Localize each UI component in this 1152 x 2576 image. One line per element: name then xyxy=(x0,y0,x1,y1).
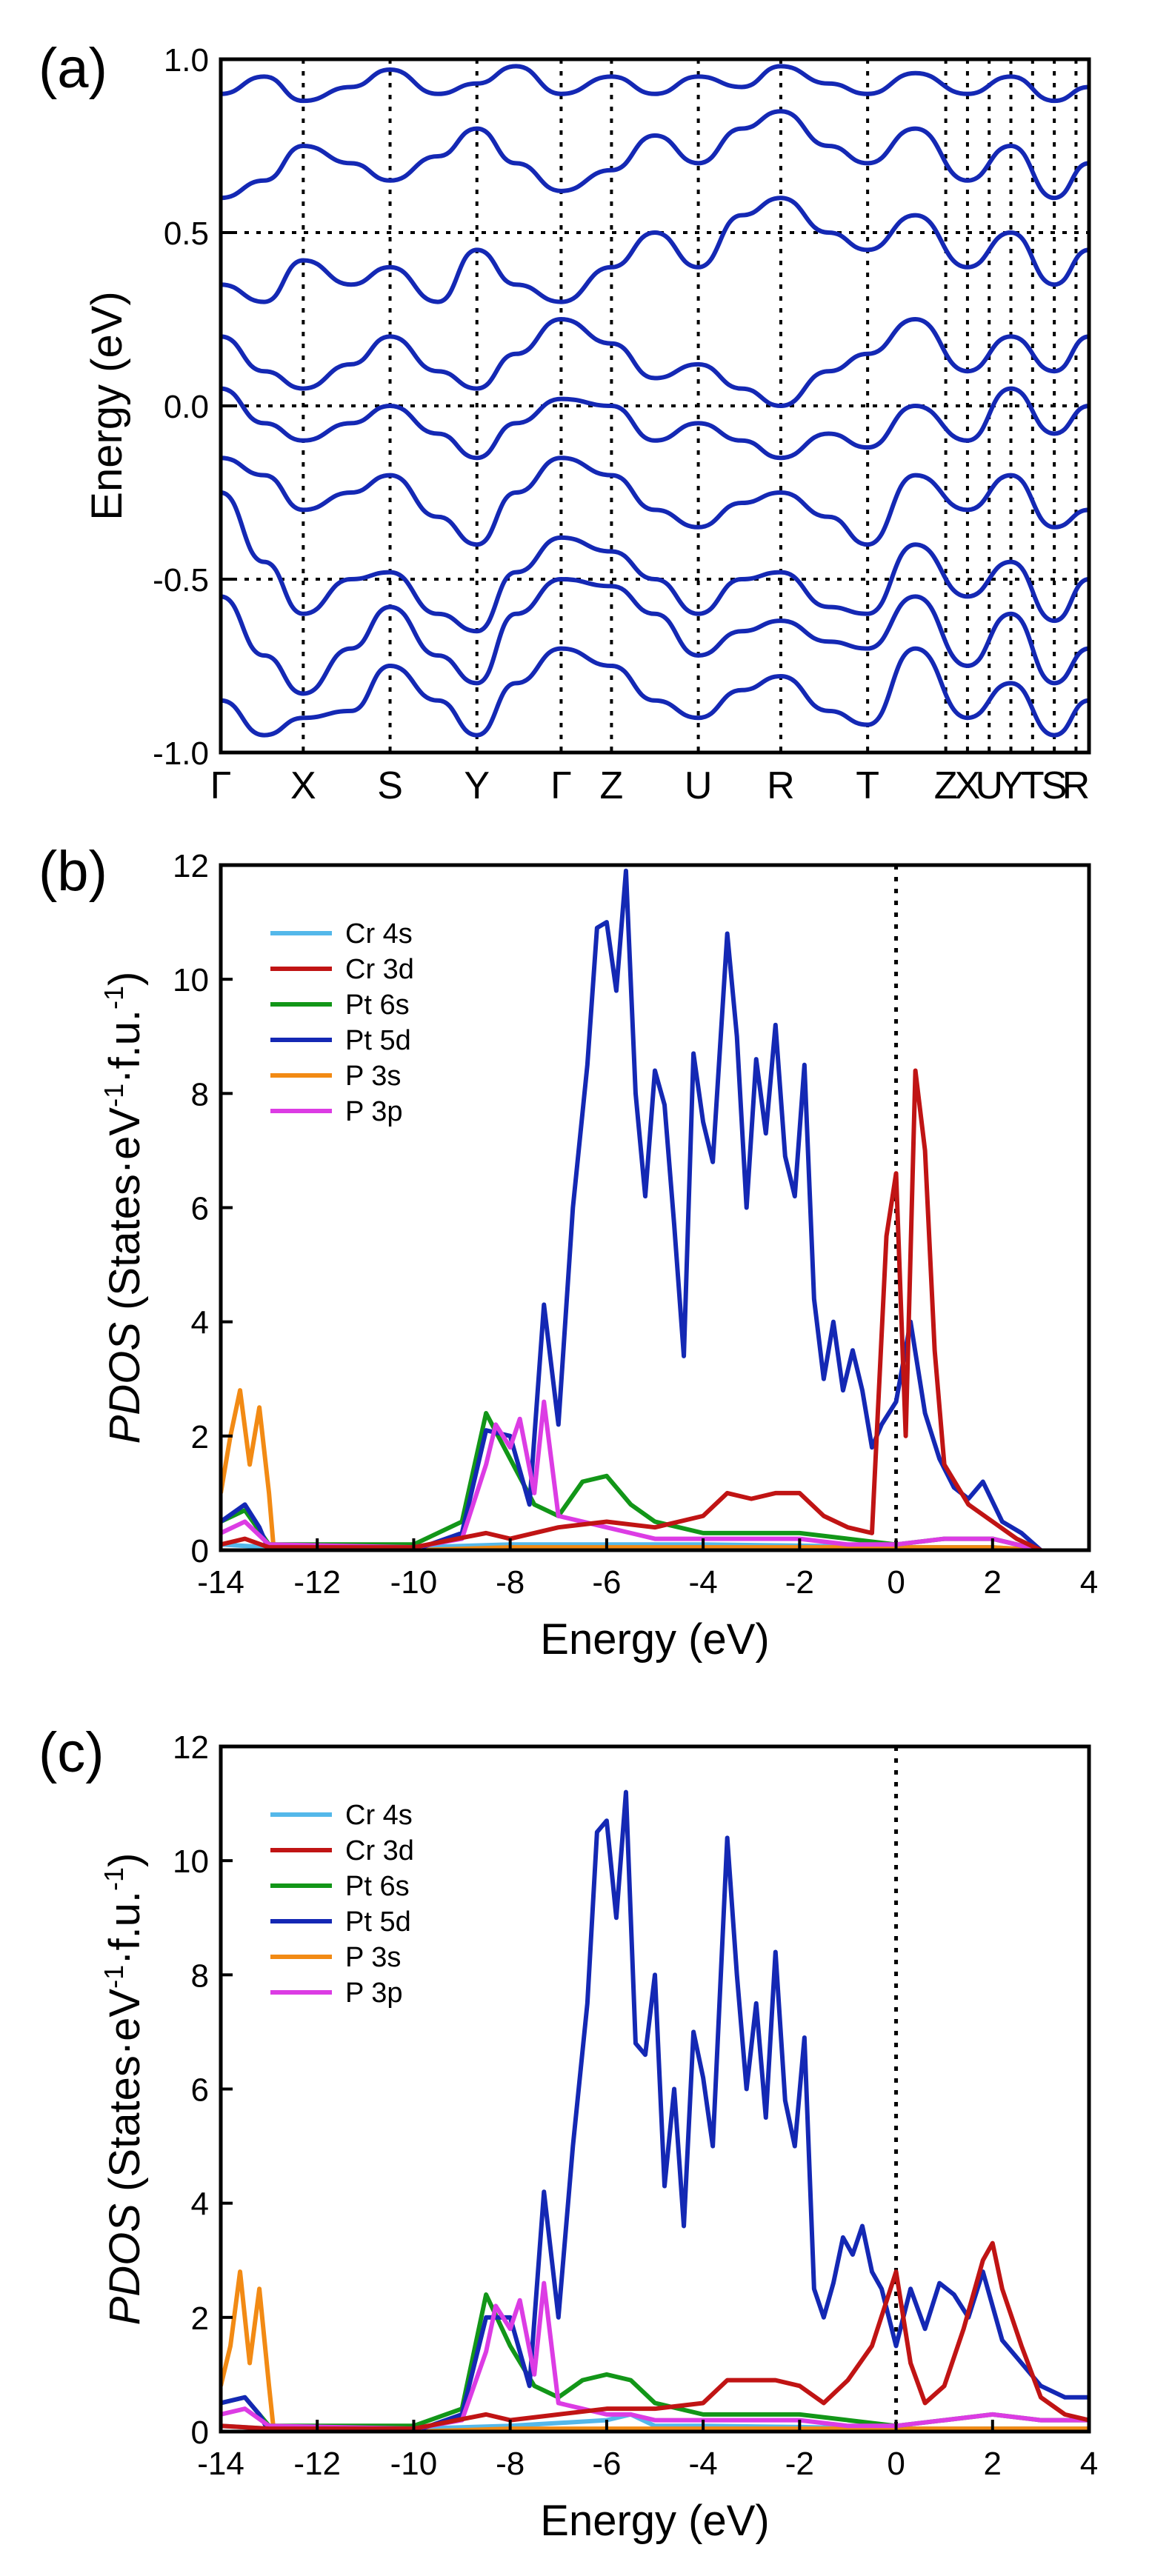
y-tick-label: 4 xyxy=(191,2186,209,2223)
x-tick-label: 2 xyxy=(984,1564,1002,1601)
legend-label: P 3p xyxy=(345,1096,402,1127)
legend-label: Cr 4s xyxy=(345,918,413,950)
y-tick-label: 2 xyxy=(191,2300,209,2337)
x-tick-label: 4 xyxy=(1080,1564,1098,1601)
panel-label-c: (c) xyxy=(39,1721,104,1784)
x-tick-label: -6 xyxy=(592,2446,621,2482)
legend-label: Cr 3d xyxy=(345,954,414,985)
legend-label: Pt 6s xyxy=(345,990,410,1021)
x-tick-label: -2 xyxy=(785,1564,814,1601)
band-line xyxy=(221,646,1089,738)
band-line xyxy=(221,386,1089,461)
y-tick-label: -1.0 xyxy=(153,735,209,772)
kpoint-label: R xyxy=(1062,764,1091,807)
band-line xyxy=(221,64,1089,104)
y-tick-label: 0 xyxy=(191,2415,209,2451)
x-tick-label: 0 xyxy=(887,2446,905,2482)
series-line-p-3s xyxy=(221,2269,1089,2432)
x-tick-label: -10 xyxy=(390,2446,438,2482)
series-line-pt-5d xyxy=(221,868,1042,1550)
y-tick-label: 1.0 xyxy=(164,42,209,79)
series-line-cr-3d xyxy=(221,1068,1042,1550)
x-tick-label: 4 xyxy=(1080,2446,1098,2482)
kpoint-label: T xyxy=(1021,764,1045,807)
kpoint-label: X xyxy=(955,764,981,807)
legend-label: Cr 4s xyxy=(345,1800,413,1831)
legend-label: Pt 6s xyxy=(345,1871,410,1902)
x-tick-label: -12 xyxy=(293,1564,341,1601)
series-line-pt-6s xyxy=(221,2292,1089,2429)
kpoint-label: X xyxy=(290,764,316,807)
pdos-chart-c: (c) -14 -12 -10 -8 -6 -4 -2 0 2 4 0 2 4 6 8 10 12 Energy (… xyxy=(39,1721,1098,2545)
kpoint-label: Γ xyxy=(550,764,572,807)
legend-label: Pt 5d xyxy=(345,1906,411,1938)
y-tick-label: 0.0 xyxy=(164,389,209,425)
band-line xyxy=(221,576,1089,696)
band-line xyxy=(221,490,1089,634)
band-line xyxy=(221,109,1089,201)
kpoint-label: Y xyxy=(464,764,490,807)
kpoint-label: R xyxy=(767,764,795,807)
legend-label: Pt 5d xyxy=(345,1025,411,1056)
band-line xyxy=(221,196,1089,304)
kpoint-label: Z xyxy=(934,764,958,807)
y-tick-label: -0.5 xyxy=(153,562,209,598)
y-tick-label: 0.5 xyxy=(164,216,209,252)
y-tick-label: 12 xyxy=(173,1729,209,1766)
x-tick-label: -8 xyxy=(496,2446,525,2482)
series-line-pt-6s xyxy=(221,1411,1042,1550)
panel-label-b: (b) xyxy=(39,840,107,903)
kpoint-label: Γ xyxy=(210,764,232,807)
y-axis-label: PDOS (States·eV-1·f.u.-1) xyxy=(99,1853,149,2326)
y-tick-label: 10 xyxy=(173,962,209,998)
y-tick-label: 4 xyxy=(191,1305,209,1341)
kpoint-label: U xyxy=(975,764,1003,807)
panel-c: (c) -14 -12 -10 -8 -6 -4 -2 0 2 4 0 2 4 6 8 10 12 Energy (… xyxy=(0,1696,1152,2576)
y-tick-label: 2 xyxy=(191,1419,209,1455)
y-tick-label: 6 xyxy=(191,1191,209,1227)
x-tick-label: -12 xyxy=(293,2446,341,2482)
kpoint-label: S xyxy=(1042,764,1068,807)
x-tick-label: 2 xyxy=(984,2446,1002,2482)
x-tick-label: -6 xyxy=(592,1564,621,1601)
y-tick-label: 6 xyxy=(191,2072,209,2109)
x-tick-label: 0 xyxy=(887,1564,905,1601)
x-tick-label: -4 xyxy=(689,1564,718,1601)
legend-label: P 3p xyxy=(345,1978,402,2009)
pdos-chart-b: (b) -14 -12 -10 -8 -6 -4 -2 0 2 4 0 2 4 6 8 10 12 Energy (… xyxy=(39,840,1098,1664)
y-axis-label: PDOS (States·eV-1·f.u.-1) xyxy=(99,972,149,1444)
series-line-p-3s xyxy=(221,1388,1042,1550)
x-tick-label: -14 xyxy=(197,2446,244,2482)
x-tick-label: -4 xyxy=(689,2446,718,2482)
kpoint-label: Y xyxy=(998,764,1024,807)
x-axis-label: Energy (eV) xyxy=(540,1615,769,1664)
legend-label: Cr 3d xyxy=(345,1835,414,1866)
panel-label-a: (a) xyxy=(39,37,107,100)
x-axis-label: Energy (eV) xyxy=(540,2497,769,2545)
series-line-p-3p xyxy=(221,1399,1042,1550)
legend-label: P 3s xyxy=(345,1942,401,1973)
kpoint-label: S xyxy=(377,764,403,807)
x-tick-label: -8 xyxy=(496,1564,525,1601)
kpoint-label: Z xyxy=(600,764,624,807)
series-line-pt-5d xyxy=(221,1789,1089,2432)
panel-b: (b) -14 -12 -10 -8 -6 -4 -2 0 2 4 0 2 4 6 8 10 12 Energy (… xyxy=(0,815,1152,1696)
y-tick-label: 12 xyxy=(173,848,209,884)
y-tick-label: 8 xyxy=(191,1076,209,1112)
band-line xyxy=(221,456,1089,547)
y-axis-label: Energy (eV) xyxy=(83,291,131,520)
x-tick-label: -14 xyxy=(197,1564,244,1601)
legend-label: P 3s xyxy=(345,1061,401,1092)
series-line-cr-3d xyxy=(221,2240,1089,2432)
y-tick-label: 0 xyxy=(191,1533,209,1569)
panel-a: (a) -1.0 -0.5 0.0 0.5 1.0 Energy (eV) Γ X S Y Γ Z U R T… xyxy=(0,0,1152,815)
x-tick-label: -2 xyxy=(785,2446,814,2482)
kpoint-label: U xyxy=(685,764,713,807)
x-tick-label: -10 xyxy=(390,1564,438,1601)
kpoint-label: T xyxy=(856,764,879,807)
y-tick-label: 8 xyxy=(191,1958,209,1994)
y-tick-label: 10 xyxy=(173,1843,209,1880)
band-line xyxy=(221,316,1089,409)
